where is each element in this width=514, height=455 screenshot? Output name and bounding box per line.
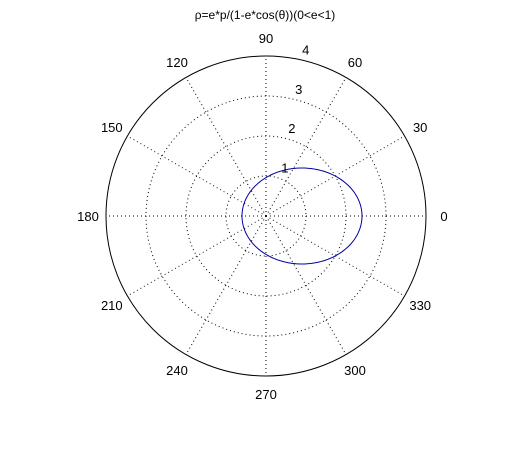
r-tick-label-3: 3: [295, 82, 302, 97]
theta-grid-spoke-150: [127, 135, 267, 217]
theta-tick-label-210: 210: [101, 298, 123, 313]
theta-tick-label-30: 30: [413, 120, 427, 135]
r-tick-label-1: 1: [281, 161, 288, 176]
series-layer: [241, 167, 363, 265]
theta-tick-label-270: 270: [255, 387, 277, 402]
theta-tick-label-0: 0: [440, 209, 447, 224]
theta-tick-label-60: 60: [348, 55, 362, 70]
theta-tick-label-330: 330: [409, 298, 431, 313]
theta-tick-label-180: 180: [77, 209, 99, 224]
r-tick-label-2: 2: [288, 121, 295, 136]
theta-tick-label-240: 240: [166, 363, 188, 378]
outer-circle: [105, 55, 427, 377]
series-line-conic: [241, 167, 363, 265]
theta-grid-spoke-60: [265, 77, 347, 217]
theta-tick-label-300: 300: [344, 363, 366, 378]
theta-tick-label-90: 90: [259, 31, 273, 46]
theta-grid-spoke-120: [185, 77, 267, 217]
theta-grid-spoke-240: [185, 215, 267, 355]
theta-tick-label-150: 150: [101, 120, 123, 135]
r-tick-label-4: 4: [302, 42, 309, 57]
theta-grid-spoke-210: [127, 215, 267, 297]
chart-title: ρ=e*p/(1-e*cos(θ))(0<e<1): [194, 8, 336, 22]
grid-layer: [105, 55, 427, 377]
theta-grid-spoke-300: [265, 215, 347, 355]
label-layer: 0 30 60 90 120 150 180 210 240 270 300 330 1 2 3 4: [77, 31, 447, 402]
theta-tick-label-120: 120: [166, 55, 188, 70]
